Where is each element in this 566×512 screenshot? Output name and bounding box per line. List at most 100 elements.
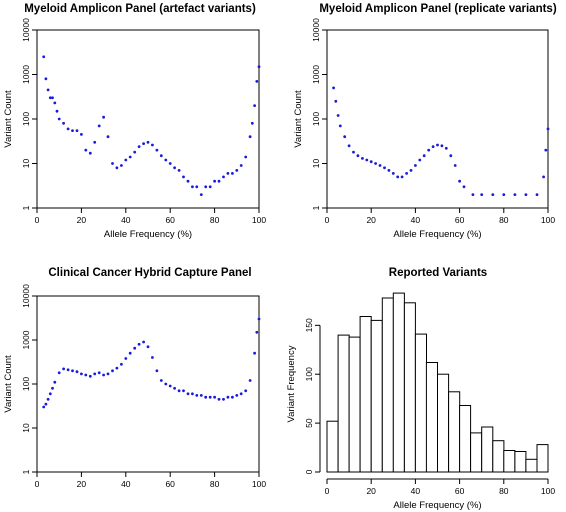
- y-tick-label: 0: [304, 469, 314, 474]
- data-point: [53, 101, 57, 105]
- data-point: [42, 405, 46, 409]
- x-tick-label: 0: [35, 479, 40, 489]
- data-point: [195, 185, 199, 189]
- data-point: [257, 317, 261, 321]
- x-tick-label: 0: [325, 215, 330, 225]
- histogram-bar: [403, 302, 416, 473]
- data-point: [128, 351, 132, 355]
- y-tick-label: 100: [21, 377, 31, 391]
- data-point: [502, 193, 506, 197]
- data-point: [133, 346, 137, 350]
- data-point: [343, 135, 347, 139]
- x-tick-label: 40: [411, 486, 421, 496]
- data-point: [55, 109, 59, 113]
- histogram-bar: [503, 450, 516, 473]
- data-point: [44, 402, 48, 406]
- data-point: [396, 175, 400, 179]
- data-point: [80, 372, 83, 376]
- data-point: [422, 154, 426, 158]
- panel-2: Myeloid Amplicon Panel (replicate varian…: [293, 3, 557, 240]
- data-point: [88, 151, 92, 155]
- data-point: [418, 158, 422, 162]
- data-point: [88, 374, 92, 378]
- histogram-bar: [370, 319, 383, 473]
- data-point: [453, 164, 457, 167]
- y-tick-label: 1000: [311, 65, 321, 84]
- data-point: [217, 179, 221, 183]
- data-point: [46, 88, 50, 92]
- data-point: [239, 392, 243, 396]
- data-point: [544, 148, 548, 152]
- x-tick-label: 40: [121, 215, 131, 225]
- data-point: [387, 169, 391, 172]
- data-point: [182, 389, 185, 393]
- data-point: [374, 162, 377, 165]
- y-tick-label: 1: [311, 205, 321, 210]
- data-point: [97, 371, 101, 375]
- data-point: [208, 395, 212, 399]
- data-point: [173, 166, 177, 170]
- data-point: [542, 175, 545, 179]
- data-point: [449, 154, 453, 158]
- data-point: [120, 362, 123, 366]
- data-point: [168, 162, 172, 165]
- data-point: [334, 99, 338, 103]
- x-tick-label: 100: [541, 486, 555, 496]
- data-point: [142, 142, 146, 146]
- data-point: [253, 351, 256, 355]
- data-point: [191, 392, 194, 396]
- data-point: [155, 369, 159, 373]
- y-tick-label: 10000: [21, 284, 31, 308]
- data-point: [546, 127, 550, 131]
- data-point: [111, 162, 114, 165]
- data-point: [235, 169, 239, 172]
- data-point: [57, 371, 61, 375]
- data-point: [524, 193, 528, 197]
- y-tick-label: 10000: [311, 18, 321, 42]
- x-tick-label: 0: [325, 486, 330, 496]
- data-point: [164, 382, 168, 386]
- plot-frame: [36, 295, 260, 473]
- data-point: [102, 115, 105, 119]
- x-tick-label: 100: [252, 215, 266, 225]
- data-point: [42, 55, 46, 59]
- x-tick-label: 20: [366, 215, 376, 225]
- data-point: [115, 366, 119, 370]
- data-point: [57, 117, 61, 121]
- data-point: [102, 373, 105, 377]
- x-tick-label: 100: [541, 215, 555, 225]
- y-tick-label: 10: [21, 159, 31, 169]
- histogram-bar: [536, 444, 549, 473]
- data-point: [173, 386, 177, 390]
- histogram-bar: [381, 297, 394, 473]
- x-axis-label: Allele Frequency (%): [393, 500, 481, 511]
- data-point: [75, 129, 79, 133]
- data-point: [84, 373, 88, 377]
- data-point: [244, 155, 248, 159]
- histogram-bar: [326, 420, 339, 473]
- data-point: [231, 172, 234, 175]
- data-point: [93, 372, 97, 376]
- data-point: [491, 193, 495, 197]
- data-point: [255, 330, 259, 334]
- data-point: [222, 175, 225, 179]
- plot-frame: [36, 29, 260, 209]
- y-tick-label: 150: [304, 318, 314, 332]
- chart-title: Reported Variants: [389, 267, 487, 279]
- histogram-bar: [337, 334, 350, 473]
- data-point: [75, 370, 79, 374]
- x-tick-label: 20: [77, 479, 87, 489]
- panel-3: Clinical Cancer Hybrid Capture Panel 0 20 4…: [3, 267, 266, 489]
- data-point: [168, 384, 172, 388]
- data-point: [111, 369, 114, 373]
- data-point: [151, 356, 154, 359]
- y-tick-label: 10: [311, 159, 321, 169]
- x-tick-label: 20: [366, 486, 376, 496]
- data-point: [431, 145, 435, 149]
- data-point: [124, 357, 128, 360]
- data-point: [471, 193, 475, 197]
- data-point: [213, 179, 217, 183]
- data-point: [66, 127, 70, 131]
- histogram-bar: [437, 373, 450, 473]
- histogram-bar: [525, 458, 538, 473]
